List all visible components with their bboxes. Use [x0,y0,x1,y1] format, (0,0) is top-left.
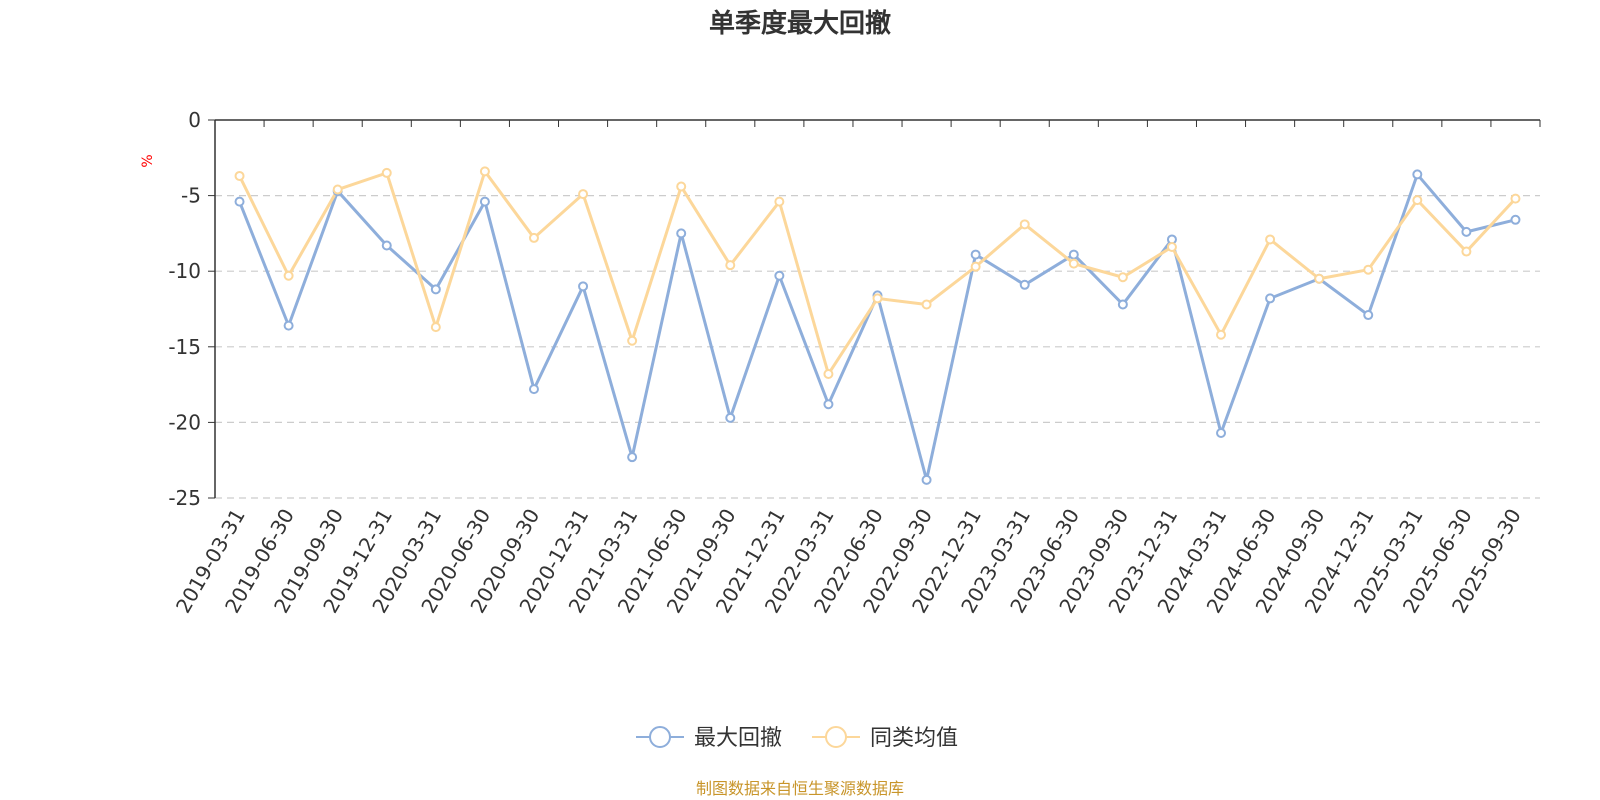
y-tick-label: -15 [168,335,201,359]
data-point-1[interactable] [676,181,687,192]
data-point-0[interactable] [676,228,687,239]
data-point-1[interactable] [479,166,490,177]
data-point-0[interactable] [283,320,294,331]
y-tick-label: -25 [168,486,201,510]
data-point-0[interactable] [479,196,490,207]
chart-title: 单季度最大回撤 [709,8,891,39]
data-point-1[interactable] [1314,273,1325,284]
legend-label-max-drawdown: 最大回撤 [694,726,782,751]
legend-marker-max-drawdown [649,726,671,748]
gridlines [215,195,1540,499]
data-point-0[interactable] [921,474,932,485]
data-point-0[interactable] [381,240,392,251]
series-line-1 [238,169,1517,376]
data-point-1[interactable] [823,369,834,380]
data-point-0[interactable] [725,412,736,423]
data-point-0[interactable] [1117,299,1128,310]
y-tick-label: -5 [181,184,201,208]
data-point-1[interactable] [1510,193,1521,204]
data-source-note: 制图数据来自恒生聚源数据库 [696,779,904,798]
data-point-0[interactable] [1019,279,1030,290]
data-point-1[interactable] [1068,258,1079,269]
data-point-0[interactable] [528,384,539,395]
data-point-0[interactable] [234,196,245,207]
data-point-1[interactable] [234,170,245,181]
data-point-1[interactable] [872,293,883,304]
series-lines [234,166,1521,485]
data-point-1[interactable] [1461,246,1472,257]
data-point-1[interactable] [1166,242,1177,253]
data-point-0[interactable] [1363,310,1374,321]
data-point-1[interactable] [528,232,539,243]
data-point-1[interactable] [430,322,441,333]
data-point-1[interactable] [1117,272,1128,283]
legend-label-peer-average: 同类均值 [870,726,958,751]
data-point-0[interactable] [430,284,441,295]
data-point-0[interactable] [578,281,589,292]
data-point-1[interactable] [332,184,343,195]
data-point-0[interactable] [1510,214,1521,225]
data-point-1[interactable] [774,196,785,207]
legend-item-peer-average[interactable]: 同类均值 [812,726,958,751]
data-point-0[interactable] [1461,226,1472,237]
data-point-0[interactable] [774,270,785,281]
y-axis-unit: % [140,154,156,167]
data-point-1[interactable] [283,270,294,281]
data-point-1[interactable] [725,260,736,271]
y-tick-label: -20 [168,410,201,434]
legend[interactable]: 最大回撤 同类均值 [636,726,958,751]
data-point-1[interactable] [578,189,589,200]
data-point-1[interactable] [381,167,392,178]
legend-marker-peer-average [825,726,847,748]
data-point-1[interactable] [970,261,981,272]
legend-item-max-drawdown[interactable]: 最大回撤 [636,726,782,751]
data-point-1[interactable] [1412,195,1423,206]
data-point-0[interactable] [1412,169,1423,180]
data-point-1[interactable] [627,335,638,346]
data-point-0[interactable] [627,452,638,463]
axes: 0-5-10-15-20-252019-03-312019-06-302019-… [168,108,1541,617]
data-point-1[interactable] [1216,329,1227,340]
data-point-0[interactable] [823,399,834,410]
y-tick-label: -10 [168,259,201,283]
y-tick-label: 0 [188,108,201,132]
data-point-1[interactable] [1019,219,1030,230]
data-point-1[interactable] [1363,264,1374,275]
data-point-0[interactable] [1216,427,1227,438]
data-point-0[interactable] [1068,249,1079,260]
data-point-1[interactable] [1265,234,1276,245]
data-point-0[interactable] [970,249,981,260]
data-point-0[interactable] [1265,293,1276,304]
data-point-1[interactable] [921,299,932,310]
